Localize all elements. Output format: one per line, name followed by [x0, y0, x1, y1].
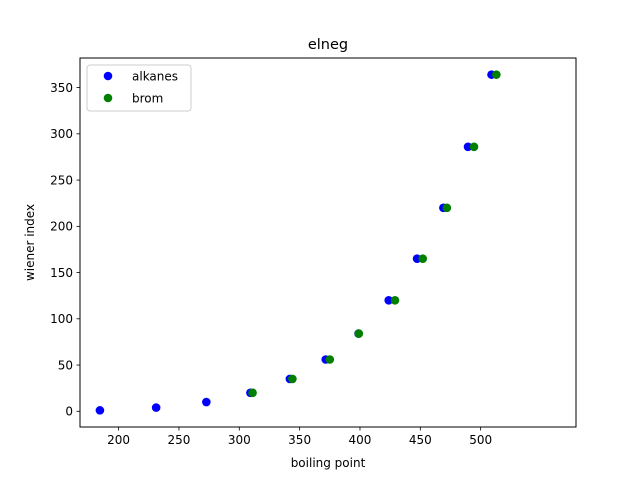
brom-point [418, 254, 428, 263]
legend-marker [103, 93, 113, 103]
x-tick-label: 300 [228, 433, 251, 447]
plot-area-frame [79, 57, 577, 428]
y-tick-label: 350 [50, 81, 73, 95]
y-tick-label: 150 [50, 266, 73, 280]
y-tick-label: 250 [50, 173, 73, 187]
brom-point [442, 203, 452, 213]
brom-point [325, 355, 335, 364]
x-tick-label: 350 [288, 433, 311, 447]
alkanes-point [95, 406, 105, 415]
x-tick-label: 200 [107, 433, 130, 447]
y-tick-label: 50 [58, 358, 73, 372]
brom-point [390, 296, 400, 305]
y-tick-label: 100 [50, 312, 73, 326]
legend-label: alkanes [132, 69, 178, 83]
brom-point [288, 374, 297, 384]
x-tick-label: 450 [409, 433, 432, 447]
legend: alkanes brom [86, 64, 192, 112]
x-axis-title: boiling point [291, 456, 366, 470]
chart-title: elneg [308, 37, 348, 53]
y-axis-title: wiener index [23, 204, 37, 281]
legend-box [86, 64, 192, 112]
brom-point [469, 142, 479, 152]
y-tick-label: 0 [65, 405, 73, 419]
x-tick-label: 500 [469, 433, 492, 447]
alkanes-point [202, 397, 211, 407]
alkanes-point [151, 403, 161, 412]
brom-point [492, 70, 501, 79]
x-tick-label: 250 [168, 433, 191, 447]
legend-label: brom [132, 91, 163, 105]
legend-marker [103, 71, 113, 81]
alkanes-point [463, 142, 473, 152]
brom-point [248, 388, 257, 398]
series-brom [248, 70, 501, 398]
brom-point [354, 329, 364, 338]
y-tick-label: 200 [50, 220, 73, 234]
alkanes-point [384, 296, 394, 305]
y-tick-label: 300 [50, 127, 73, 141]
x-tick-label: 400 [349, 433, 372, 447]
